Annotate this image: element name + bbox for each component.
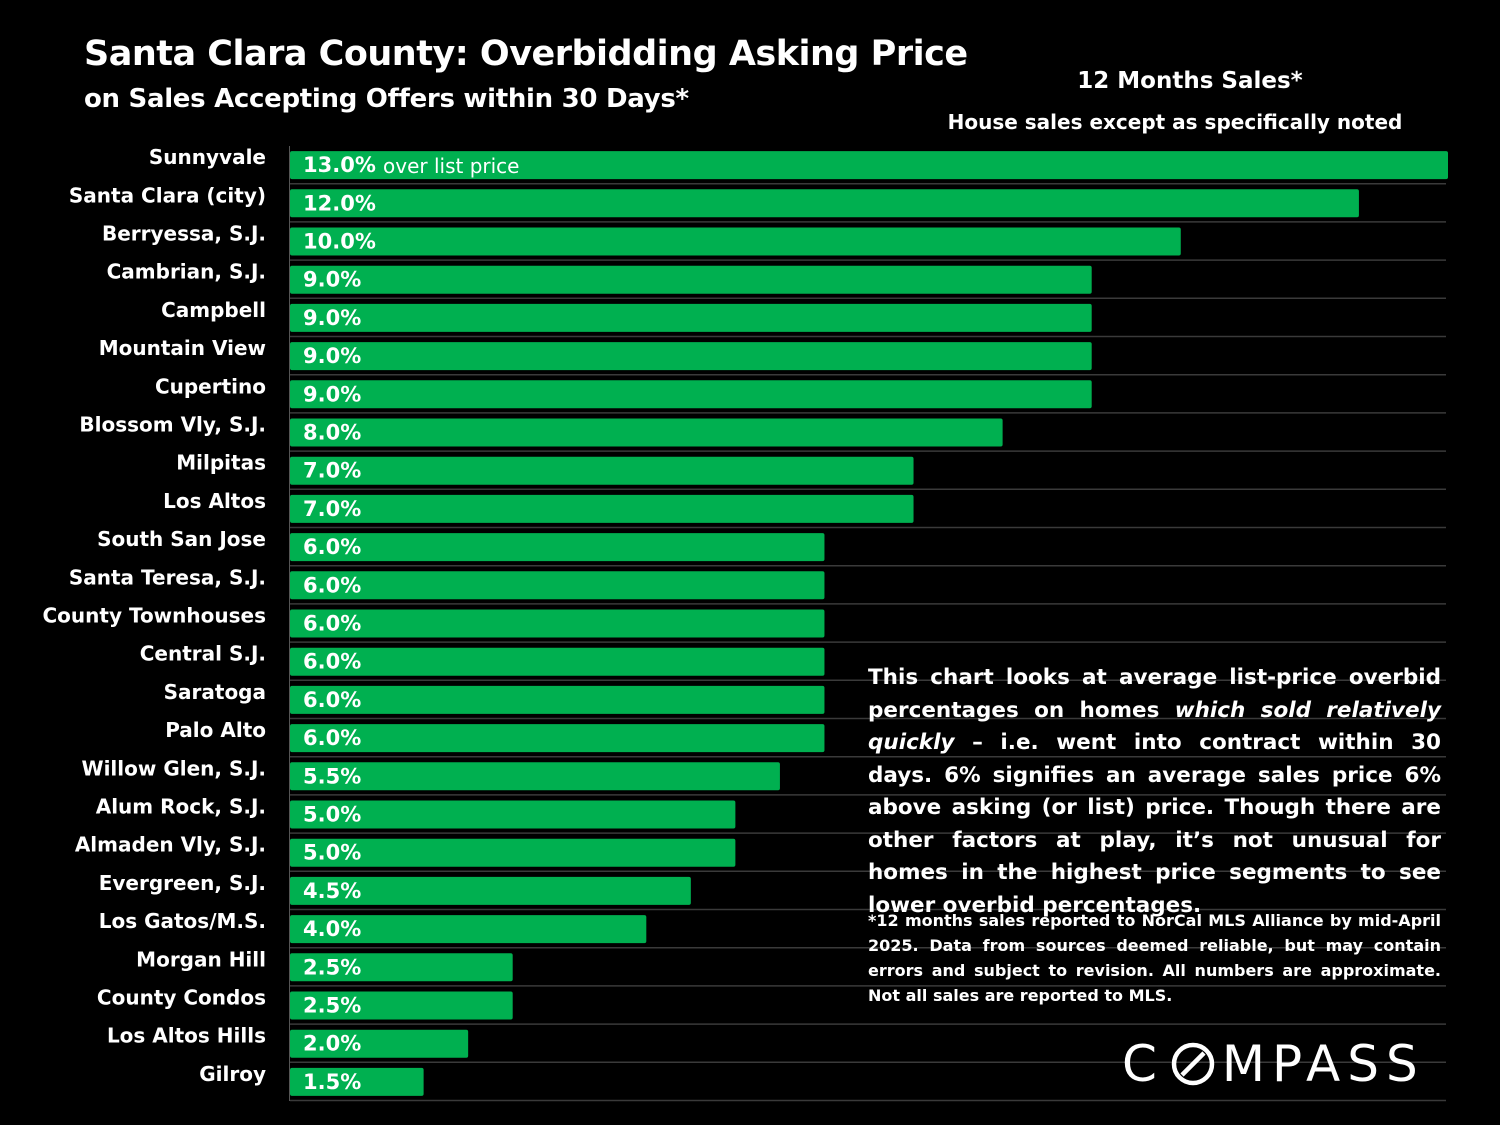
category-label: Santa Clara (city): [69, 183, 266, 207]
description-text-1: This chart looks at average list-price o…: [868, 665, 1441, 723]
category-label: Willow Glen, S.J.: [82, 756, 266, 780]
category-label: Campbell: [161, 298, 266, 322]
period-label: 12 Months Sales*: [1077, 68, 1303, 94]
bar: [290, 915, 647, 944]
category-label: Saratoga: [164, 680, 266, 704]
bar: [290, 533, 825, 562]
category-label: Palo Alto: [165, 718, 266, 742]
bar-annotation: over list price: [383, 154, 519, 178]
category-label: Cupertino: [155, 374, 266, 398]
bar: [290, 762, 780, 791]
chart-subtitle: on Sales Accepting Offers within 30 Days…: [84, 84, 689, 114]
category-label: Alum Rock, S.J.: [96, 795, 266, 819]
value-label: 7.0%: [303, 497, 361, 521]
value-label: 2.5%: [303, 994, 361, 1018]
category-label: Berryessa, S.J.: [102, 222, 266, 246]
category-label: Cambrian, S.J.: [107, 260, 266, 284]
category-label: Los Altos: [163, 489, 266, 513]
value-label: 1.5%: [303, 1070, 361, 1094]
category-label: Evergreen, S.J.: [99, 871, 266, 895]
value-label: 6.0%: [303, 688, 361, 712]
value-label: 6.0%: [303, 612, 361, 636]
bar: [290, 838, 736, 867]
logo-text-end: MPASS: [1221, 1035, 1425, 1093]
bar: [290, 991, 513, 1020]
chart-title: Santa Clara County: Overbidding Asking P…: [84, 34, 968, 74]
category-label: County Condos: [97, 986, 266, 1010]
value-label: 2.0%: [303, 1032, 361, 1056]
bar: [290, 685, 825, 714]
category-label: Los Altos Hills: [107, 1024, 266, 1048]
category-label: Milpitas: [176, 451, 266, 475]
category-label: Gilroy: [199, 1062, 266, 1086]
category-label: Los Gatos/M.S.: [99, 909, 266, 933]
value-label: 5.0%: [303, 841, 361, 865]
value-label: 2.5%: [303, 955, 361, 979]
category-label: Blossom Vly, S.J.: [79, 413, 266, 437]
category-label: South San Jose: [97, 527, 266, 551]
bar: [290, 724, 825, 753]
category-label: Sunnyvale: [149, 145, 266, 169]
sales-type-note: House sales except as specifically noted: [947, 110, 1403, 134]
value-label: 5.5%: [303, 764, 361, 788]
bar: [290, 265, 1092, 294]
value-label: 4.0%: [303, 917, 361, 941]
compass-logo: C MPASS: [1122, 1035, 1425, 1093]
value-label: 10.0%: [303, 230, 376, 254]
bar: [290, 342, 1092, 371]
bar: [290, 800, 736, 829]
value-label: 6.0%: [303, 535, 361, 559]
bar: [290, 418, 1003, 447]
bar: [290, 876, 691, 905]
value-label: 7.0%: [303, 459, 361, 483]
bar: [290, 227, 1181, 256]
category-label: Almaden Vly, S.J.: [75, 833, 266, 857]
bar: [290, 380, 1092, 409]
category-label: Central S.J.: [140, 642, 266, 666]
bar: [290, 647, 825, 676]
value-label: 5.0%: [303, 803, 361, 827]
footnote: *12 months sales reported to NorCal MLS …: [868, 911, 1441, 1005]
value-label: 9.0%: [303, 344, 361, 368]
value-label: 4.5%: [303, 879, 361, 903]
bar: [290, 953, 513, 982]
bar: [290, 1067, 424, 1096]
value-label: 12.0%: [303, 191, 376, 215]
value-label: 6.0%: [303, 726, 361, 750]
value-label: 6.0%: [303, 573, 361, 597]
value-label: 9.0%: [303, 268, 361, 292]
value-label: 9.0%: [303, 306, 361, 330]
category-label: County Townhouses: [43, 604, 267, 628]
bar: [290, 189, 1359, 218]
description-emphasis: which sold relatively quickly: [868, 697, 1442, 756]
bar: [290, 571, 825, 600]
bar: [290, 303, 1092, 332]
chart-description: This chart looks at average list-price o…: [868, 662, 1441, 922]
category-label: Mountain View: [99, 336, 266, 360]
bar: [290, 609, 825, 638]
bar: [290, 456, 914, 485]
category-label: Morgan Hill: [136, 947, 266, 971]
compass-o-icon: [1171, 1042, 1215, 1086]
value-label: 9.0%: [303, 382, 361, 406]
value-label: 6.0%: [303, 650, 361, 674]
bar: [290, 151, 1448, 180]
value-label: 8.0%: [303, 421, 361, 445]
category-label: Santa Teresa, S.J.: [69, 565, 266, 589]
bar: [290, 494, 914, 523]
description-text-2: – i.e. went into contract within 30 days…: [868, 730, 1441, 918]
bar: [290, 1029, 469, 1058]
value-label: 13.0%: [303, 153, 376, 177]
logo-text-start: C: [1122, 1035, 1164, 1093]
